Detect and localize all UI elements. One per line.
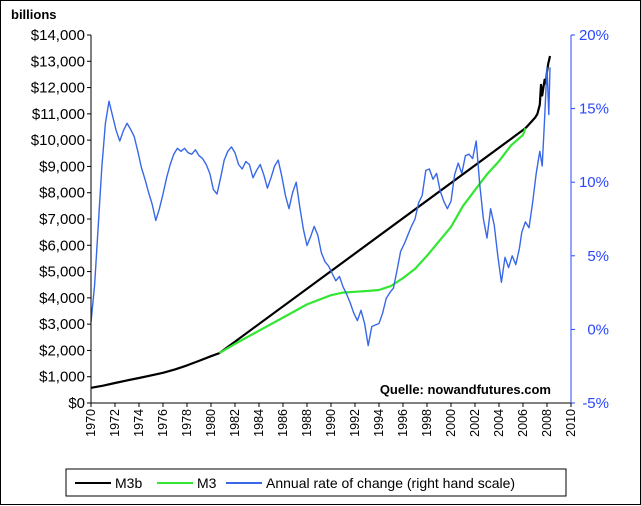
y-right-tick-label: 10%: [579, 174, 609, 191]
x-tick-label: 1974: [132, 409, 146, 437]
x-tick-label: 1970: [84, 409, 98, 437]
x-tick-label: 1990: [324, 409, 338, 437]
x-tick-label: 1978: [180, 409, 194, 437]
y-right-tick-label: 20%: [579, 27, 609, 44]
x-tick-label: 1986: [276, 409, 290, 437]
x-tick-label: 2002: [468, 409, 482, 437]
source-note: Quelle: nowandfutures.com: [380, 382, 551, 397]
y-right-tick-label: 15%: [579, 101, 609, 118]
legend-label-m3b: M3b: [115, 475, 142, 491]
x-tick-label: 2006: [516, 409, 530, 437]
x-tick-label: 1984: [252, 409, 266, 437]
y-left-tick-label: $8,000: [39, 185, 85, 202]
y-left-tick-label: $0: [68, 395, 85, 412]
x-tick-label: 1976: [156, 409, 170, 437]
y-left-tick-label: $3,000: [39, 316, 85, 333]
y-left-tick-label: $4,000: [39, 290, 85, 307]
y-left-tick-label: $14,000: [31, 27, 85, 44]
y-left-tick-label: $12,000: [31, 80, 85, 97]
y-left-tick-label: $13,000: [31, 53, 85, 70]
x-tick-label: 1996: [396, 409, 410, 437]
legend-label-m3: M3: [197, 475, 217, 491]
legend: M3b M3 Annual rate of change (right hand…: [65, 468, 567, 497]
plot-area: [91, 35, 571, 403]
y-left-tick-label: $6,000: [39, 237, 85, 254]
unit-label: billions: [11, 7, 57, 22]
y-left-tick-label: $2,000: [39, 342, 85, 359]
legend-box: [65, 468, 567, 497]
x-tick-label: 1988: [300, 409, 314, 437]
y-left-tick-label: $11,000: [32, 106, 85, 123]
y-left-tick-label: $1,000: [39, 369, 85, 386]
x-tick-label: 1998: [420, 409, 434, 437]
x-tick-label: 1994: [372, 409, 386, 437]
x-tick-label: 1992: [348, 409, 362, 437]
y-left-tick-label: $7,000: [39, 211, 85, 228]
x-tick-label: 2008: [540, 409, 554, 437]
x-tick-label: 2004: [492, 409, 506, 437]
x-tick-label: 1972: [108, 409, 122, 437]
legend-label-rate: Annual rate of change (right hand scale): [266, 475, 515, 491]
series-line-m3: [218, 127, 527, 355]
y-right-tick-label: -5%: [582, 395, 609, 412]
y-left-tick-label: $9,000: [39, 158, 85, 175]
x-tick-label: 2000: [444, 409, 458, 437]
x-tick-label: 1980: [204, 409, 218, 437]
x-tick-label: 1982: [228, 409, 242, 437]
y-right-tick-label: 0%: [587, 321, 609, 338]
y-left-tick-label: $5,000: [39, 264, 85, 281]
y-left-tick-label: $10,000: [31, 132, 85, 149]
x-tick-label: 2010: [564, 409, 578, 437]
series-line-annual-rate-of-change-ri: [90, 66, 551, 347]
y-right-tick-label: 5%: [587, 248, 609, 265]
